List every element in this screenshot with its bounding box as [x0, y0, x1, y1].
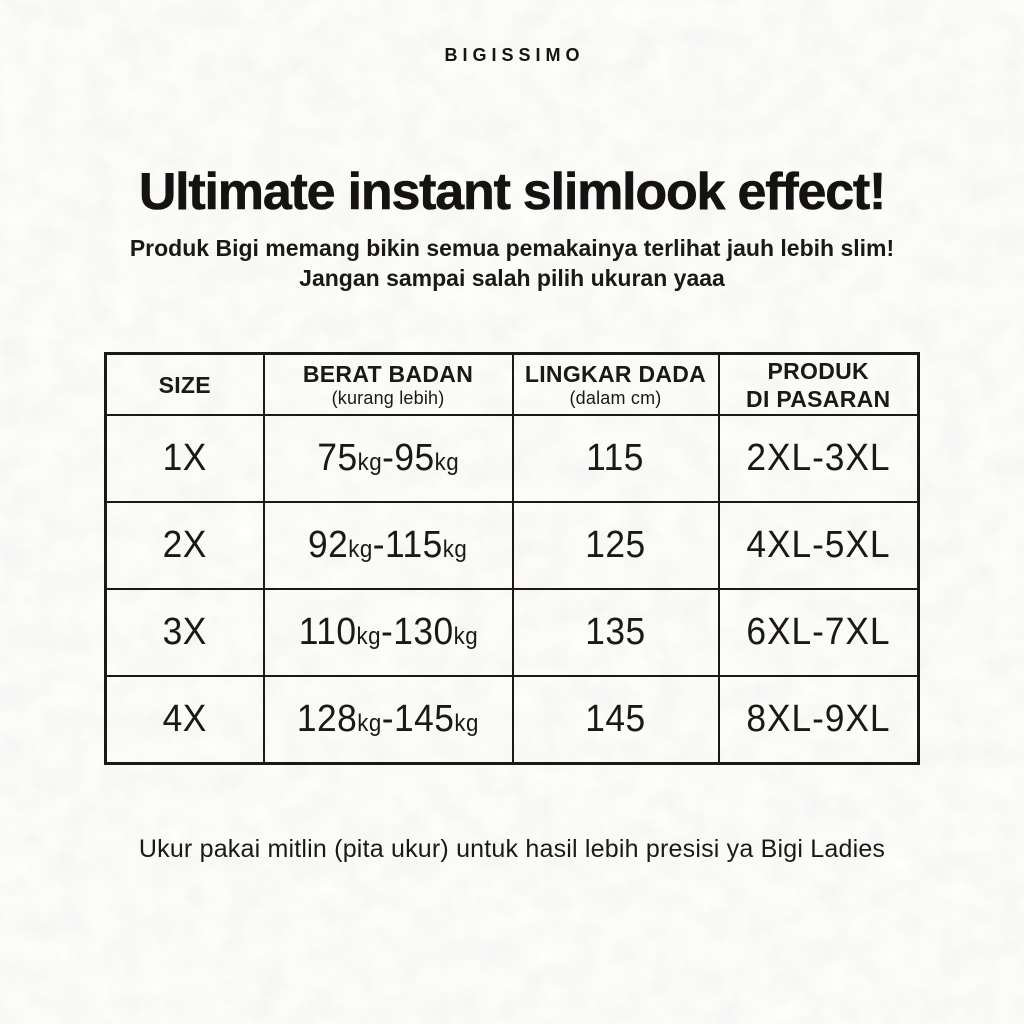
- table-row: 2X 92kg-115kg 125 4XL-5XL: [104, 501, 920, 591]
- table-row: 3X 110kg-130kg 135 6XL-7XL: [104, 588, 920, 678]
- size-cell: 1X: [104, 414, 265, 504]
- range-separator: -: [380, 611, 393, 654]
- range-separator: -: [381, 698, 395, 741]
- weight-range: 128kg-145kg: [297, 698, 479, 741]
- market-cell: 4XL-5XL: [717, 501, 920, 591]
- weight-cell: 75kg-95kg: [262, 414, 514, 504]
- weight-unit: kg: [357, 449, 382, 477]
- chest-value: 125: [585, 524, 646, 567]
- table-header-row: SIZE BERAT BADAN (kurang lebih) LINGKAR …: [104, 352, 920, 417]
- market-sizes-value: 8XL-9XL: [746, 698, 891, 741]
- column-title: SIZE: [158, 371, 211, 398]
- chest-cell: 125: [511, 501, 720, 591]
- market-cell: 2XL-3XL: [717, 414, 920, 504]
- size-chart-table: SIZE BERAT BADAN (kurang lebih) LINGKAR …: [104, 351, 920, 765]
- column-title-line2: DI PASARAN: [746, 385, 891, 412]
- weight-cell: 92kg-115kg: [262, 501, 514, 591]
- weight-from: 92: [308, 524, 349, 567]
- weight-unit: kg: [348, 536, 374, 564]
- weight-to: 130: [392, 611, 454, 654]
- chest-cell: 145: [511, 675, 720, 765]
- weight-to: 145: [394, 698, 455, 741]
- market-cell: 8XL-9XL: [717, 675, 920, 765]
- column-subtitle: (dalam cm): [569, 388, 662, 409]
- chest-cell: 115: [511, 414, 720, 504]
- size-chart-page: BIGISSIMO Ultimate instant slimlook effe…: [0, 45, 1024, 863]
- weight-from: 110: [298, 611, 357, 654]
- headline: Ultimate instant slimlook effect!: [138, 163, 887, 222]
- chest-value: 145: [585, 698, 646, 741]
- weight-unit: kg: [356, 623, 381, 651]
- table-row: 4X 128kg-145kg 145 8XL-9XL: [104, 675, 920, 765]
- weight-range: 75kg-95kg: [317, 437, 459, 480]
- column-header-chest: LINGKAR DADA (dalam cm): [511, 352, 720, 417]
- weight-unit: kg: [454, 710, 479, 738]
- market-sizes-value: 4XL-5XL: [746, 524, 891, 567]
- weight-range: 110kg-130kg: [298, 611, 477, 654]
- market-sizes-value: 6XL-7XL: [746, 611, 891, 654]
- range-separator: -: [381, 437, 395, 480]
- weight-unit: kg: [453, 623, 478, 651]
- size-cell: 4X: [104, 675, 265, 765]
- brand-logo: BIGISSIMO: [444, 45, 585, 65]
- size-value: 3X: [162, 611, 207, 654]
- chest-value: 135: [585, 611, 646, 654]
- size-value: 4X: [162, 698, 207, 741]
- weight-range: 92kg-115kg: [308, 524, 467, 567]
- subtitle: Produk Bigi memang bikin semua pemakainy…: [0, 233, 1024, 294]
- size-value: 2X: [162, 524, 207, 567]
- weight-to: 95: [394, 437, 435, 480]
- size-cell: 2X: [104, 501, 265, 591]
- footer-note: Ukur pakai mitlin (pita ukur) untuk hasi…: [138, 834, 886, 863]
- subtitle-line2: Jangan sampai salah pilih ukuran yaaa: [299, 265, 725, 292]
- weight-cell: 110kg-130kg: [262, 588, 514, 678]
- column-title: BERAT BADAN: [302, 361, 474, 388]
- size-cell: 3X: [104, 588, 265, 678]
- table-row: 1X 75kg-95kg 115 2XL-3XL: [104, 414, 920, 504]
- weight-unit: kg: [443, 536, 468, 564]
- weight-unit: kg: [434, 449, 459, 477]
- weight-cell: 128kg-145kg: [262, 675, 514, 765]
- range-separator: -: [373, 524, 386, 567]
- size-value: 1X: [162, 437, 207, 480]
- column-header-size: SIZE: [104, 352, 265, 417]
- weight-to: 115: [385, 524, 444, 567]
- weight-from: 128: [297, 698, 358, 741]
- column-header-market: PRODUK DI PASARAN: [717, 352, 920, 417]
- column-title: PRODUK: [767, 357, 869, 384]
- market-cell: 6XL-7XL: [717, 588, 920, 678]
- weight-from: 75: [317, 437, 358, 480]
- column-title: LINGKAR DADA: [524, 361, 707, 388]
- market-sizes-value: 2XL-3XL: [746, 437, 891, 480]
- weight-unit: kg: [357, 710, 382, 738]
- subtitle-line1: Produk Bigi memang bikin semua pemakainy…: [129, 234, 895, 261]
- column-subtitle: (kurang lebih): [331, 388, 445, 409]
- chest-cell: 135: [511, 588, 720, 678]
- column-header-weight: BERAT BADAN (kurang lebih): [262, 352, 514, 417]
- chest-value: 115: [586, 437, 645, 480]
